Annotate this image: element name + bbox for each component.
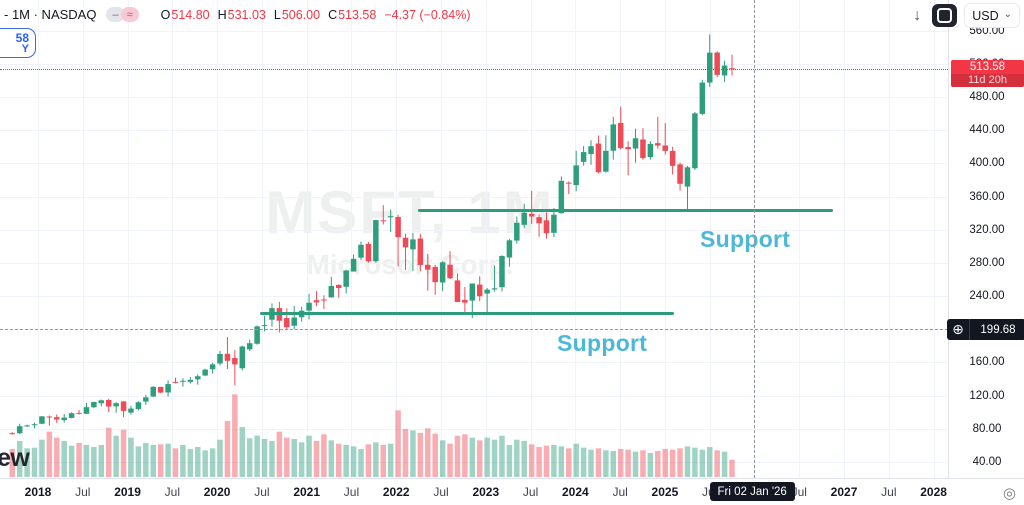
time-tick-label: 2027 xyxy=(830,485,858,499)
clipped-price-alert-badge[interactable]: 58 Y xyxy=(0,28,36,58)
current-price-badge: 513.58 11d 20h xyxy=(951,60,1024,88)
chart-toolbar: ↓ USD ⌄ xyxy=(909,3,1020,28)
time-tick-label: 2025 xyxy=(651,485,679,499)
price-tick-label: 440.00 xyxy=(969,124,1005,137)
price-tick-label: 480.00 xyxy=(969,91,1005,104)
support-text-lower[interactable]: Support xyxy=(557,330,648,356)
time-tick-label: 2018 xyxy=(24,485,52,499)
crosshair-price-value: 199.68 xyxy=(970,319,1024,341)
download-icon[interactable]: ↓ xyxy=(913,6,922,24)
time-tick-label: 2023 xyxy=(472,485,500,499)
price-tick-label: 120.00 xyxy=(969,389,1005,402)
open-label: O xyxy=(160,7,171,22)
crosshair-horizontal-line xyxy=(0,328,948,330)
support-trendline-lower[interactable] xyxy=(260,312,674,316)
time-tick-label: 2021 xyxy=(293,485,321,499)
add-alert-plus-icon[interactable]: ⊕ xyxy=(947,319,970,341)
price-tick-label: 40.00 xyxy=(972,456,1002,468)
clipped-bottom-left-text: ew xyxy=(0,444,30,472)
time-tick-label: Jul xyxy=(881,485,897,499)
ohlc-readout: O 514.80 H 531.03 L 506.00 C 513.58 −4.37 (−… xyxy=(153,8,471,22)
chevron-down-icon: ⌄ xyxy=(1003,8,1012,20)
time-tick-label: Jul xyxy=(433,485,449,499)
fullscreen-button[interactable] xyxy=(932,4,958,27)
currency-value: USD xyxy=(972,8,999,23)
badge-line-2: Y xyxy=(21,42,29,55)
close-value: 513.58 xyxy=(338,7,377,22)
time-tick-label: Jul xyxy=(343,485,360,499)
time-tick-label: 2020 xyxy=(203,485,231,499)
time-tick-label: 2022 xyxy=(382,485,410,499)
time-tick-label: 2019 xyxy=(114,485,141,499)
low-value: 506.00 xyxy=(281,7,321,22)
symbol-title[interactable]: - 1M · NASDAQ xyxy=(4,7,97,22)
time-tick-label: 2024 xyxy=(562,485,589,499)
price-tick-label: 80.00 xyxy=(972,422,1002,435)
time-tick-label: Jul xyxy=(164,485,180,499)
high-label: H xyxy=(217,7,227,22)
price-tick-label: 280.00 xyxy=(969,256,1005,269)
high-value: 531.03 xyxy=(227,7,266,22)
price-tick-label: 400.00 xyxy=(969,157,1005,170)
badge-line-1: 58 xyxy=(15,30,29,45)
axis-settings-icon[interactable]: ◎ xyxy=(1002,485,1016,502)
fullscreen-icon xyxy=(937,8,953,23)
price-tick-label: 240.00 xyxy=(969,290,1005,303)
chart-pane[interactable]: MSFT, 1M Microsoft Corp. Support Support xyxy=(0,0,948,478)
time-tick-label: Jul xyxy=(791,485,807,499)
price-tick-label: 320.00 xyxy=(969,223,1005,236)
indicator-chip-wave: ≈ xyxy=(120,7,139,22)
crosshair-vertical-line xyxy=(753,0,755,478)
time-axis[interactable]: 2018 Jul 2019 Jul 2020 Jul 2021 Jul 2022 Jul 2023 J… xyxy=(0,478,1024,505)
bar-countdown: 11d 20h xyxy=(951,74,1024,88)
candlestick-chart-canvas[interactable] xyxy=(0,0,948,478)
crosshair-price-badge: ⊕ 199.68 xyxy=(947,319,1024,341)
price-tick-label: 360.00 xyxy=(969,190,1005,203)
time-tick-label: Jul xyxy=(75,485,91,499)
currency-dropdown[interactable]: USD ⌄ xyxy=(964,3,1020,28)
price-axis[interactable]: 560.00520.00480.00440.00400.00360.00320.… xyxy=(947,0,1024,478)
crosshair-date-badge: Fri 02 Jan '26 xyxy=(709,482,795,501)
change-value: −4.37 (−0.84%) xyxy=(384,7,471,22)
time-tick-label: Jul xyxy=(254,485,270,499)
current-price-line xyxy=(0,68,948,70)
price-tick-label: 160.00 xyxy=(969,356,1005,369)
current-price-value: 513.58 xyxy=(969,61,1006,74)
symbol-header: - 1M · NASDAQ – ≈ O 514.80 H 531.03 L 506.0… xyxy=(4,7,471,22)
indicator-chip-minus: – xyxy=(106,7,125,22)
support-trendline-upper[interactable] xyxy=(418,209,833,213)
close-label: C xyxy=(328,7,338,22)
support-text-upper[interactable]: Support xyxy=(700,226,791,252)
open-value: 514.80 xyxy=(171,7,210,22)
time-tick-label: Jul xyxy=(612,485,628,499)
time-tick-label: 2028 xyxy=(920,485,947,499)
low-label: L xyxy=(273,7,281,22)
time-tick-label: Jul xyxy=(522,485,539,499)
